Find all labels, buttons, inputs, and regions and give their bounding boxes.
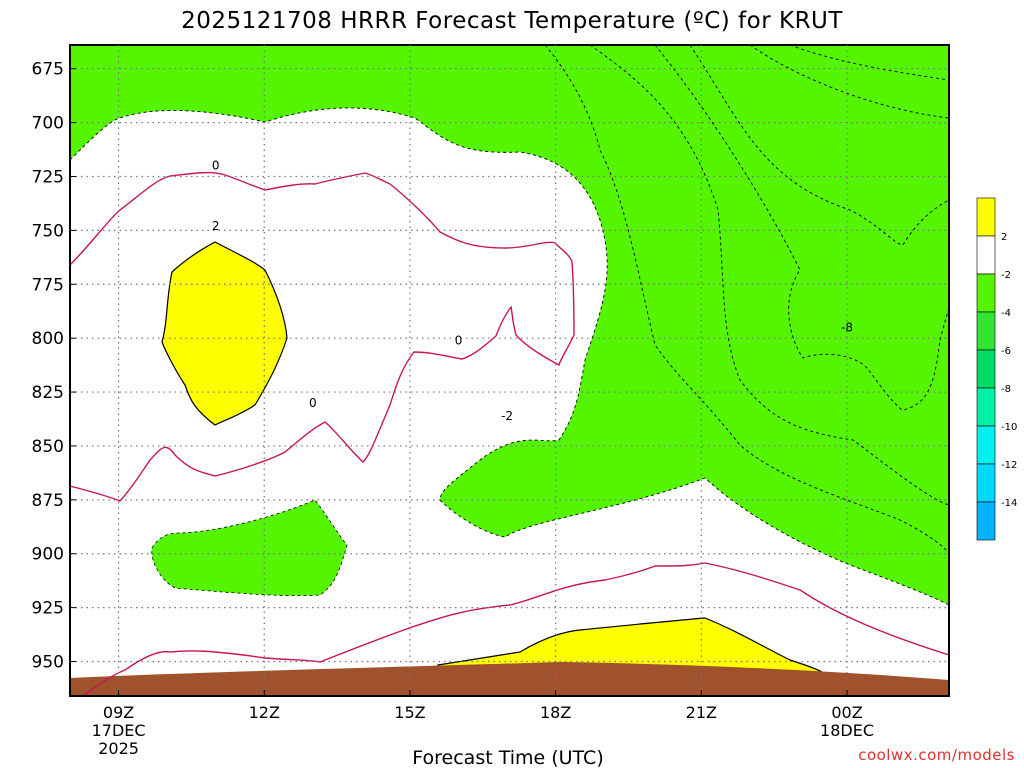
contour-minus4 (544, 45, 949, 556)
colorbar-label: -4 (1001, 308, 1011, 319)
zero-isotherm-lower (81, 562, 949, 696)
plot-frame (69, 44, 950, 697)
contour-minus2-upper (70, 107, 949, 606)
contour-label: 0 (455, 333, 463, 347)
y-tick-label: 925 (32, 599, 64, 619)
x-tick-label: 17DEC (92, 721, 146, 740)
contour-label: 0 (309, 396, 317, 410)
y-tick-label: 800 (32, 329, 64, 349)
colorbar-label: -12 (1001, 460, 1017, 471)
colorbar-swatch (976, 463, 996, 503)
contour-labels: 0 2 0 0 -2 -8 (212, 159, 853, 423)
colorbar-label: -14 (1001, 498, 1017, 509)
band-warm-aloft (161, 241, 288, 426)
y-tick-label: 900 (32, 545, 64, 565)
colorbar-swatch (976, 501, 996, 541)
x-tick-label: 18DEC (820, 721, 874, 740)
chart-title: 2025121708 HRRR Forecast Temperature (ºC… (181, 8, 843, 34)
x-tick-label: 18Z (540, 703, 571, 722)
y-tick-label: 950 (32, 653, 64, 673)
y-tick-label: 750 (32, 221, 64, 241)
y-tick-label: 850 (32, 437, 64, 457)
colorbar-swatch (976, 349, 996, 389)
terrain (70, 662, 949, 696)
colorbar-label: -6 (1001, 346, 1011, 357)
contour-minus12 (749, 45, 949, 119)
y-tick-label: 875 (32, 491, 64, 511)
contour-minus8 (654, 45, 949, 411)
band-minus2-blob (151, 499, 348, 597)
x-tick-label: 00Z (831, 703, 862, 722)
colorbar-label: -10 (1001, 422, 1017, 433)
x-tick-label: 15Z (394, 703, 425, 722)
credit-text: coolwx.com/models (858, 746, 1015, 764)
contour-minus14 (789, 45, 949, 81)
contour-minus10 (689, 45, 949, 246)
x-tick-label: 2025 (98, 739, 139, 758)
x-tick-label: 21Z (686, 703, 717, 722)
y-tick-label: 775 (32, 275, 64, 295)
y-tick-label: 700 (32, 114, 64, 134)
colorbar-legend: 2 -2 -4 -6 -8 -10 -12 -14 (976, 197, 1017, 541)
x-tick-label: 09Z (103, 703, 134, 722)
zero-isotherm-upper (70, 171, 575, 502)
y-axis: 675 700 725 750 775 800 825 850 875 900 925 950 (32, 60, 76, 673)
colorbar-label: -8 (1001, 384, 1011, 395)
colorbar-label: -2 (1001, 270, 1011, 281)
y-tick-label: 825 (32, 383, 64, 403)
colorbar-swatch (976, 387, 996, 427)
colorbar-swatch (976, 235, 996, 275)
colorbar-swatch (976, 273, 996, 313)
x-axis-label: Forecast Time (UTC) (412, 747, 603, 768)
contour-label: 0 (212, 159, 220, 173)
contour-label: 2 (212, 219, 220, 233)
zero-isotherm-lines (70, 171, 949, 696)
colorbar-swatch (976, 425, 996, 465)
gridlines (70, 45, 949, 696)
contour-label: -8 (841, 320, 853, 334)
plot-area (70, 45, 949, 696)
x-tick-label: 12Z (249, 703, 280, 722)
colorbar-swatch (976, 197, 996, 237)
colorbar-swatch (976, 311, 996, 351)
contour-label: -2 (501, 409, 513, 423)
colorbar-label: 2 (1001, 232, 1007, 243)
y-tick-label: 675 (32, 60, 64, 80)
y-tick-label: 725 (32, 167, 64, 187)
